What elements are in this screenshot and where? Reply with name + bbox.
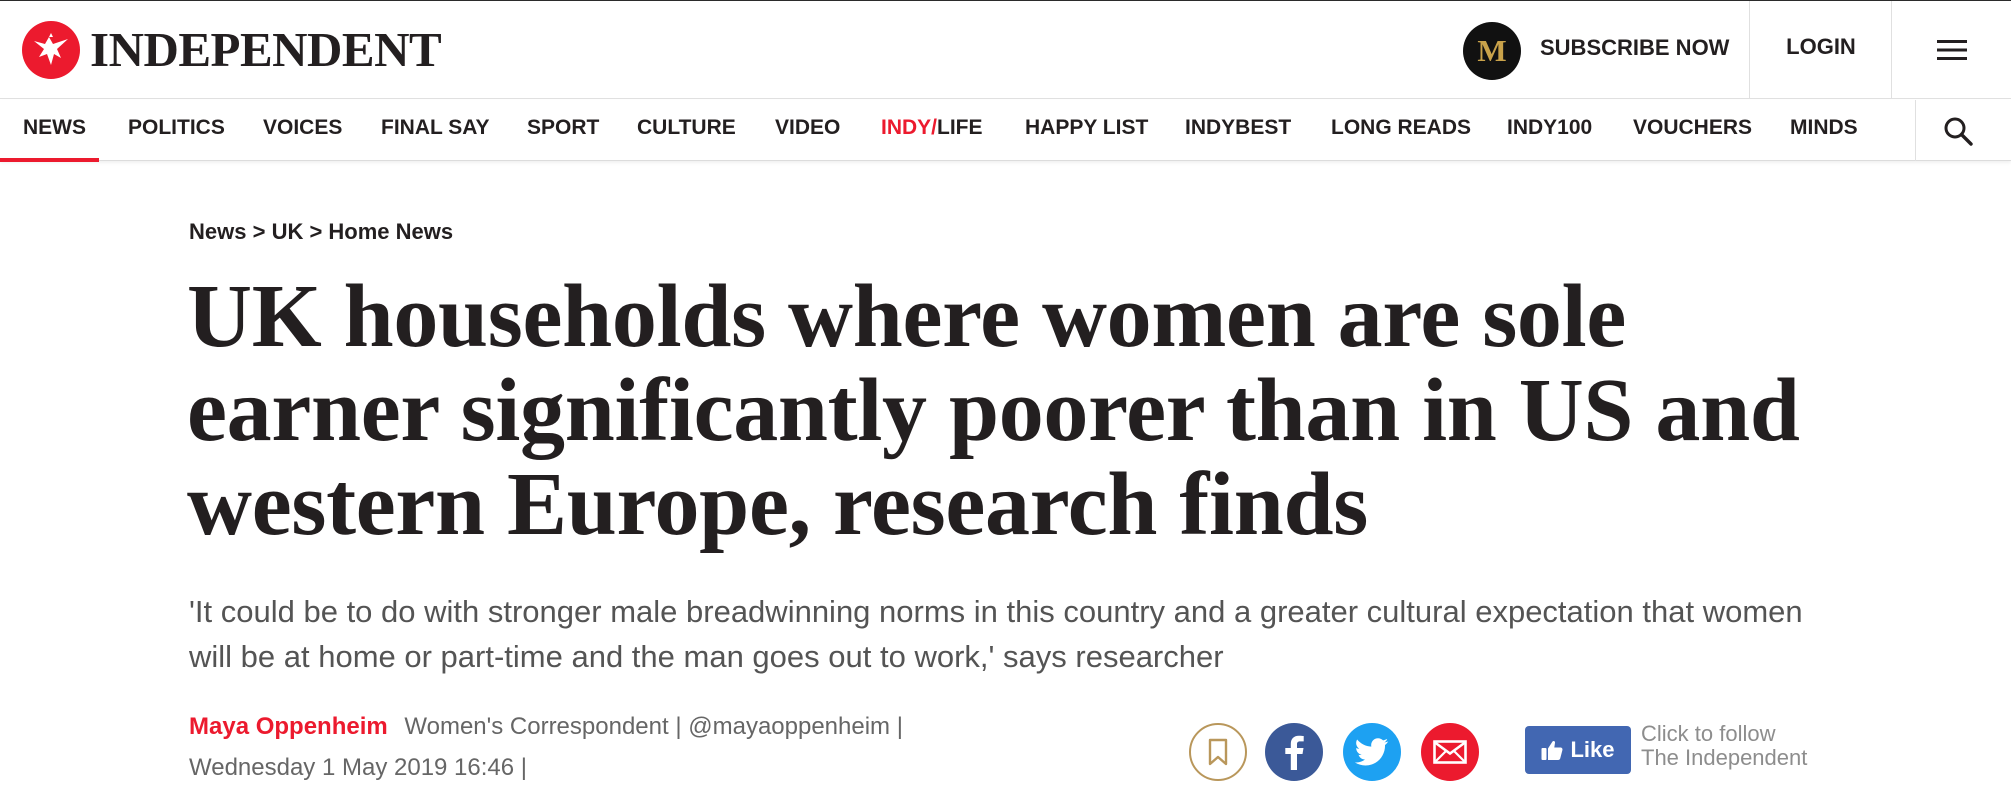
search-button[interactable] (1915, 100, 1999, 161)
nav-item-indybest[interactable]: INDYBEST (1185, 116, 1292, 139)
nav-item-news[interactable]: NEWS (0, 100, 99, 162)
breadcrumb-home-news[interactable]: Home News (328, 219, 454, 244)
nav-item-sport[interactable]: SPORT (527, 116, 600, 139)
article-standfirst: 'It could be to do with stronger male br… (189, 594, 1803, 674)
article-headline: UK households where women are sole earne… (187, 267, 1800, 554)
publish-date: Wednesday 1 May 2019 16:46 | (189, 754, 527, 782)
header-divider (1749, 1, 1750, 99)
breadcrumb-separator: > (246, 219, 272, 244)
thumbs-up-icon (1541, 740, 1563, 760)
byline: Maya Oppenheim Women's Correspondent | @… (189, 713, 903, 741)
email-icon (1433, 740, 1467, 764)
indy-life-suffix: LIFE (937, 116, 983, 139)
nav-item-long-reads[interactable]: LONG READS (1331, 116, 1472, 139)
nav-item-voices[interactable]: VOICES (263, 116, 343, 139)
menu-button[interactable] (1892, 1, 2011, 99)
breadcrumb: News > UK > Home News (189, 219, 453, 245)
subscribe-button[interactable]: SUBSCRIBE NOW (1540, 35, 1730, 60)
twitter-handle-link[interactable]: @mayaoppenheim (688, 713, 891, 740)
follow-prompt: Click to follow The Independent (1641, 722, 1807, 770)
bookmark-button[interactable] (1189, 723, 1247, 781)
bookmark-icon (1208, 738, 1228, 766)
login-button[interactable]: LOGIN (1786, 34, 1856, 59)
nav-item-indy-life[interactable]: INDY/LIFE (881, 100, 983, 160)
search-icon (1944, 117, 1973, 146)
brand-name: INDEPENDENT (90, 22, 442, 77)
independent-eagle-icon (22, 21, 80, 79)
hamburger-menu-icon (1936, 40, 1967, 60)
breadcrumb-news[interactable]: News (189, 219, 247, 244)
nav-item-video[interactable]: VIDEO (775, 116, 841, 139)
facebook-share-button[interactable] (1265, 723, 1323, 781)
date-separator: | (520, 754, 528, 781)
indy-life-prefix: INDY/ (881, 116, 938, 139)
nav-item-minds[interactable]: MINDS (1790, 116, 1858, 139)
main-nav: NEWS POLITICS VOICES FINAL SAY SPORT CUL… (0, 100, 2011, 162)
header-divider (1891, 1, 1892, 99)
site-logo[interactable]: INDEPENDENT (22, 21, 442, 79)
author-link[interactable]: Maya Oppenheim (189, 713, 388, 740)
top-border (0, 0, 2011, 1)
nav-item-indy100[interactable]: INDY100 (1507, 116, 1593, 139)
nav-item-final-say[interactable]: FINAL SAY (381, 116, 490, 139)
nav-item-vouchers[interactable]: VOUCHERS (1633, 116, 1753, 139)
follow-prompt-line1: Click to follow (1641, 721, 1776, 746)
follow-prompt-line2: The Independent (1641, 745, 1808, 770)
membership-badge[interactable]: M (1463, 22, 1521, 80)
email-share-button[interactable] (1421, 723, 1479, 781)
facebook-like-button[interactable]: Like (1525, 726, 1631, 774)
byline-separator: | (896, 713, 903, 740)
twitter-icon (1355, 738, 1389, 766)
nav-item-happy-list[interactable]: HAPPY LIST (1025, 116, 1149, 139)
author-role: Women's Correspondent | (404, 713, 682, 740)
nav-item-culture[interactable]: CULTURE (637, 116, 736, 139)
publish-date-text: Wednesday 1 May 2019 16:46 (189, 754, 515, 781)
nav-item-politics[interactable]: POLITICS (128, 116, 225, 139)
breadcrumb-uk[interactable]: UK (271, 219, 304, 244)
breadcrumb-separator: > (303, 219, 329, 244)
facebook-icon (1285, 735, 1304, 770)
site-header: INDEPENDENT M SUBSCRIBE NOW (0, 1, 2011, 99)
twitter-share-button[interactable] (1343, 723, 1401, 781)
like-label: Like (1570, 737, 1615, 762)
